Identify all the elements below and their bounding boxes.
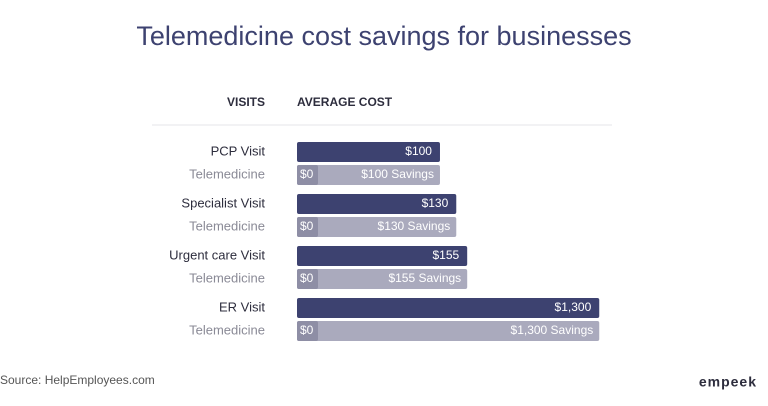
value-label: $130 Savings [378, 219, 451, 233]
savings-bar [297, 269, 468, 289]
value-label: $100 [405, 144, 432, 158]
column-header: AVERAGE COST [297, 95, 393, 109]
value-label: $0 [300, 219, 314, 233]
value-label: $155 [432, 248, 459, 262]
bar [297, 194, 457, 214]
zero-cost-chip [297, 269, 318, 289]
value-label: $130 [422, 196, 449, 210]
value-label: $100 Savings [361, 167, 434, 181]
visit-label: ER Visit [219, 299, 265, 314]
telemedicine-label: Telemedicine [189, 218, 265, 233]
visit-label: Specialist Visit [181, 195, 265, 210]
telemedicine-label: Telemedicine [189, 322, 265, 337]
value-label: $0 [300, 167, 314, 181]
bar [297, 142, 440, 162]
column-header: VISITS [227, 95, 265, 109]
chart-title: Telemedicine cost savings for businesses [136, 21, 631, 51]
value-label: $0 [300, 271, 314, 285]
logo: empeek [699, 374, 757, 390]
value-label: $0 [300, 323, 314, 337]
bar [297, 298, 600, 318]
visit-label: PCP Visit [211, 143, 266, 158]
zero-cost-chip [297, 165, 318, 185]
source: Source: HelpEmployees.com [0, 373, 155, 387]
zero-cost-chip [297, 321, 318, 341]
savings-bar [297, 165, 440, 185]
value-label: $1,300 Savings [511, 323, 594, 337]
value-label: $1,300 [555, 300, 592, 314]
value-label: $155 Savings [388, 271, 461, 285]
savings-bar [297, 217, 457, 237]
bar [297, 246, 468, 266]
telemedicine-label: Telemedicine [189, 166, 265, 181]
telemedicine-label: Telemedicine [189, 270, 265, 285]
zero-cost-chip [297, 217, 318, 237]
savings-bar [297, 321, 600, 341]
visit-label: Urgent care Visit [169, 247, 265, 262]
